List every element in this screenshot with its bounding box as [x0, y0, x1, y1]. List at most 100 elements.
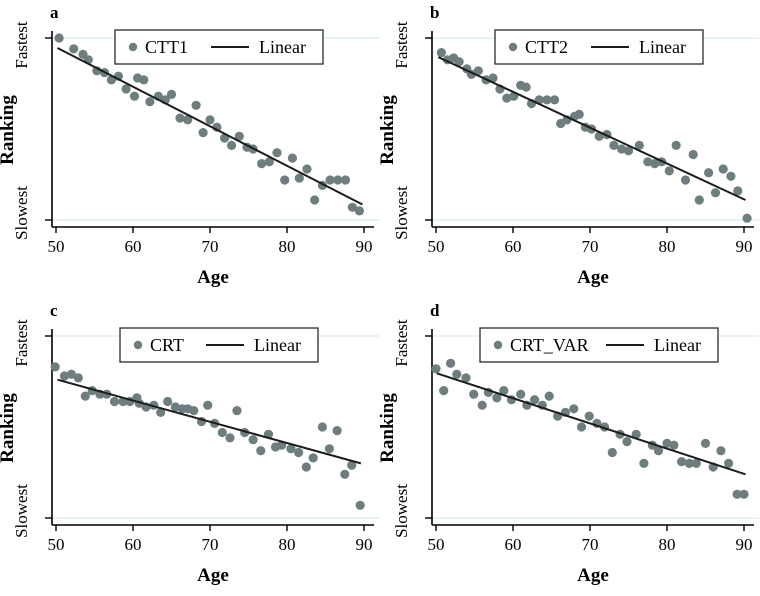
data-point — [662, 438, 672, 448]
data-point — [677, 457, 687, 467]
trend-line — [57, 378, 362, 465]
data-point — [340, 469, 350, 479]
data-point — [469, 389, 479, 399]
x-tick-label: 90 — [736, 237, 753, 256]
scatter-points — [431, 358, 749, 499]
data-point — [680, 175, 691, 185]
data-point — [477, 400, 487, 410]
data-point — [287, 153, 297, 163]
panel-b: 50 60 70 80 90 Fastest Slowest Ranking Age b CTT2 L… — [380, 0, 760, 298]
x-tick-label: 80 — [659, 535, 676, 554]
x-tick-label: 80 — [659, 237, 676, 256]
x-tick-label: 90 — [356, 535, 373, 554]
legend: CTT1 Linear — [114, 29, 324, 65]
data-point — [446, 358, 456, 368]
data-point — [272, 148, 282, 158]
x-tick-label: 60 — [505, 535, 522, 554]
data-point — [69, 44, 79, 54]
legend: CTT2 Linear — [494, 29, 704, 65]
y-tick-label-slowest: Slowest — [392, 186, 411, 240]
data-point — [671, 140, 681, 150]
data-point — [634, 140, 644, 150]
data-point — [718, 164, 728, 174]
legend-series-label: CRT_VAR — [510, 335, 589, 355]
data-point — [461, 373, 471, 383]
y-tick-label-slowest: Slowest — [12, 484, 31, 538]
y-tick-label-slowest: Slowest — [12, 186, 31, 240]
data-point — [623, 146, 634, 156]
legend-series-label: CTT1 — [145, 37, 188, 57]
data-point — [710, 188, 721, 198]
x-tick-label: 60 — [125, 535, 142, 554]
x-tick-label: 80 — [279, 237, 296, 256]
y-axis-title: Ranking — [0, 95, 18, 165]
data-point — [492, 393, 502, 403]
data-point — [576, 422, 587, 432]
data-point — [170, 402, 180, 412]
data-point — [574, 109, 584, 119]
data-point — [205, 115, 215, 125]
data-point — [302, 164, 312, 174]
data-point — [227, 140, 237, 150]
x-tick-label: 70 — [202, 237, 219, 256]
data-point — [653, 446, 664, 456]
data-point — [234, 131, 244, 141]
data-point — [310, 195, 320, 205]
y-axis-title: Ranking — [0, 393, 18, 463]
data-point — [264, 157, 274, 167]
x-tick-label: 50 — [428, 237, 445, 256]
data-point — [145, 97, 155, 107]
y-tick-label-slowest: Slowest — [392, 484, 411, 538]
data-point — [189, 406, 199, 416]
data-point — [584, 411, 594, 421]
data-point — [742, 213, 752, 223]
data-point — [684, 458, 694, 468]
trend-line — [436, 372, 746, 476]
axes: 50 60 70 80 90 Fastest Slowest — [392, 21, 754, 256]
data-point — [704, 168, 714, 178]
data-point — [248, 435, 258, 445]
data-point — [607, 447, 617, 458]
data-point — [217, 427, 227, 438]
y-tick-label-fastest: Fastest — [12, 21, 31, 69]
data-point — [521, 82, 531, 92]
data-point — [669, 440, 679, 450]
data-point — [50, 362, 60, 372]
data-point — [286, 444, 296, 454]
x-tick-label: 80 — [279, 535, 296, 554]
data-point — [609, 140, 619, 150]
trend-line — [437, 56, 746, 201]
scatter-points — [436, 48, 752, 223]
legend-marker-dot — [133, 340, 143, 350]
legend-marker-dot — [493, 340, 503, 350]
y-axis-title: Ranking — [380, 95, 398, 165]
data-point — [664, 166, 674, 176]
data-point — [691, 458, 701, 468]
data-point — [502, 93, 512, 103]
axes: 50 60 70 80 90 Fastest Slowest — [12, 319, 374, 554]
panel-letter: c — [50, 301, 58, 320]
data-point — [354, 206, 364, 216]
data-point — [294, 173, 304, 183]
x-axis-title: Age — [577, 565, 609, 586]
data-point — [198, 128, 208, 138]
data-point — [347, 460, 357, 470]
data-point — [650, 159, 660, 169]
data-point — [156, 407, 166, 417]
x-tick-label: 70 — [582, 535, 599, 554]
data-point — [121, 84, 131, 94]
data-point — [488, 73, 498, 83]
data-point — [332, 426, 342, 436]
data-point — [473, 66, 483, 76]
data-point — [631, 429, 641, 439]
legend-marker-dot — [128, 42, 138, 52]
legend-series-label: CRT — [150, 335, 184, 355]
panel-letter: b — [430, 3, 439, 22]
x-tick-label: 50 — [48, 237, 65, 256]
data-point — [347, 202, 357, 212]
data-point — [724, 458, 734, 468]
data-point — [355, 500, 365, 510]
data-point — [257, 159, 267, 169]
x-axis-title: Age — [197, 565, 229, 586]
